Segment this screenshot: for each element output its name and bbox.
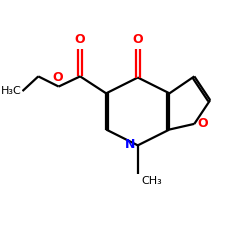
Text: O: O (132, 33, 143, 46)
Text: H₃C: H₃C (0, 86, 21, 96)
Text: N: N (125, 138, 135, 151)
Text: O: O (75, 33, 86, 46)
Text: CH₃: CH₃ (141, 176, 162, 186)
Text: O: O (198, 117, 208, 130)
Text: O: O (52, 71, 63, 84)
